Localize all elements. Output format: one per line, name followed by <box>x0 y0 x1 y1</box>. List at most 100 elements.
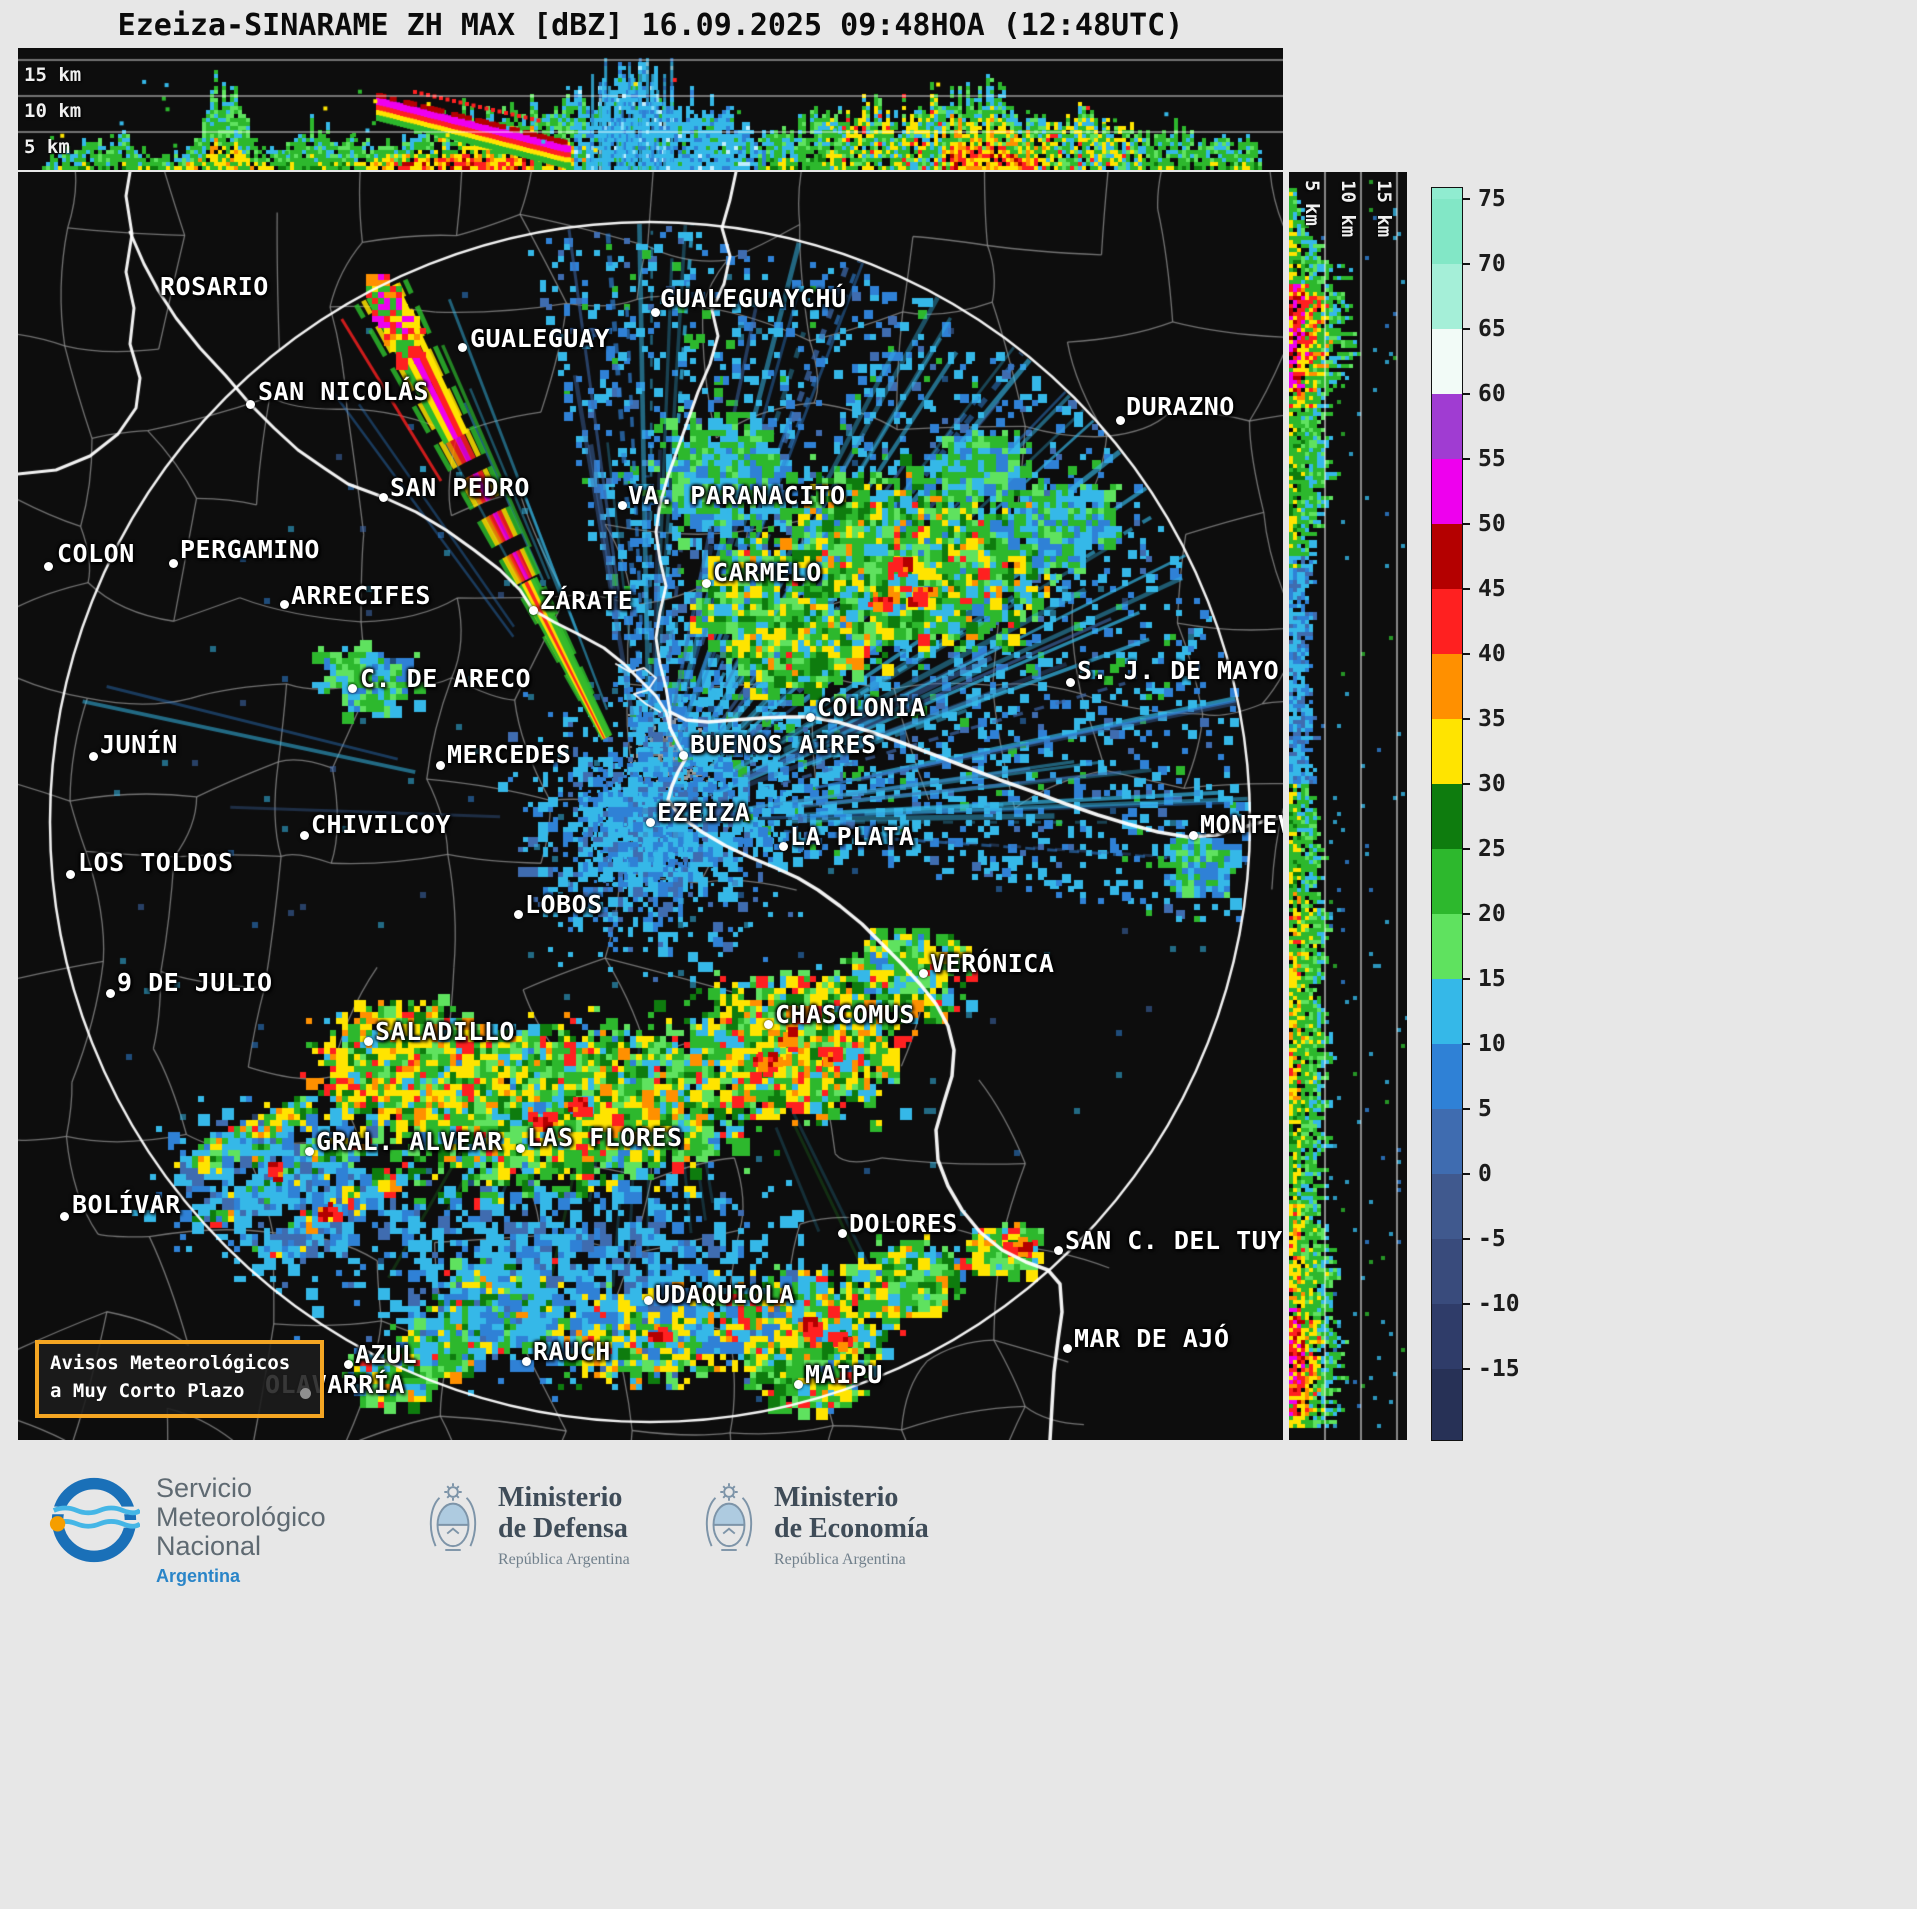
altitude-label: 15 km <box>24 64 82 86</box>
colorbar: 75 70 65 60 55 50 45 40 35 30 25 20 15 10 5 0 -5 -10 -15 <box>1431 186 1552 1441</box>
alert-banner[interactable]: Avisos Meteorológicos a Muy Corto Plazo <box>35 1340 325 1419</box>
colorbar-tick-mark <box>1462 328 1470 330</box>
colorbar-tick-label: 15 <box>1478 966 1506 992</box>
alert-status-dot <box>300 1388 312 1400</box>
colorbar-tick-mark <box>1462 1173 1470 1175</box>
colorbar-segment <box>1432 1174 1462 1239</box>
city-label-lobos: LOBOS <box>525 890 603 919</box>
colorbar-segment <box>1432 1369 1462 1440</box>
city-dot <box>280 600 289 609</box>
city-label-las-flores: LAS FLORES <box>527 1123 683 1152</box>
cross-section-vertical-panel: 5 km 10 km 15 km <box>1289 172 1407 1440</box>
city-label-gualeguaych-: GUALEGUAYCHÚ <box>660 284 847 313</box>
colorbar-tick-label: 0 <box>1478 1161 1492 1187</box>
colorbar-segment <box>1432 188 1462 199</box>
colorbar-segment <box>1432 264 1462 329</box>
colorbar-tick-mark <box>1462 783 1470 785</box>
smn-name-line1: Servicio <box>156 1473 253 1503</box>
city-label-mercedes: MERCEDES <box>447 740 572 769</box>
colorbar-tick-mark <box>1462 198 1470 200</box>
smn-name-line3: Nacional <box>156 1531 262 1562</box>
colorbar-tick-label: -15 <box>1478 1356 1520 1382</box>
colorbar-tick-mark <box>1462 1043 1470 1045</box>
city-dot <box>806 713 815 722</box>
ministry-economia-block: Ministerio de Economía República Argenti… <box>700 1482 929 1569</box>
city-label-los-toldos: LOS TOLDOS <box>78 848 234 877</box>
city-label-carmelo: CARMELO <box>713 558 822 587</box>
city-dot <box>344 1360 353 1369</box>
city-label-udaquiola: UDAQUIOLA <box>655 1280 795 1309</box>
page-title: Ezeiza-SINARAME ZH MAX [dBZ] 16.09.2025 … <box>117 8 1184 43</box>
city-dot <box>44 562 53 571</box>
city-label-san-pedro: SAN PEDRO <box>390 473 530 502</box>
city-label-jun-n: JUNÍN <box>100 730 178 759</box>
colorbar-tick-mark <box>1462 978 1470 980</box>
economia-ministry: Ministerio <box>774 1482 899 1513</box>
colorbar-segment <box>1432 719 1462 784</box>
radar-map-panel: ROSARIO GUALEGUAYCHÚ GUALEGUAY SAN NICOLÁS D… <box>18 172 1283 1440</box>
defensa-sub: República Argentina <box>498 1550 630 1568</box>
city-dot <box>516 1144 525 1153</box>
colorbar-tick-mark <box>1462 848 1470 850</box>
city-dot <box>764 1020 773 1029</box>
altitude-label: 15 km <box>1373 180 1395 238</box>
colorbar-segment <box>1432 979 1462 1044</box>
defensa-ministry: Ministerio <box>498 1482 623 1513</box>
city-dot <box>646 818 655 827</box>
colorbar-tick-mark <box>1462 653 1470 655</box>
colorbar-tick-label: 5 <box>1478 1096 1492 1122</box>
city-dot <box>644 1296 653 1305</box>
city-label-montevideo: MONTEVIDEO <box>1200 810 1283 839</box>
colorbar-tick-label: 25 <box>1478 836 1506 862</box>
colorbar-scale <box>1431 187 1463 1441</box>
colorbar-tick-mark <box>1462 1108 1470 1110</box>
colorbar-segment <box>1432 589 1462 654</box>
colorbar-segment <box>1432 394 1462 459</box>
city-dot <box>169 559 178 568</box>
city-dot <box>794 1380 803 1389</box>
economia-dept: de Economía <box>774 1513 929 1545</box>
cross-section-vertical-canvas <box>1289 172 1407 1440</box>
city-label-azul: AZUL <box>355 1340 418 1369</box>
city-label-dolores: DOLORES <box>849 1209 958 1238</box>
colorbar-tick-mark <box>1462 718 1470 720</box>
altitude-label: 5 km <box>24 136 70 158</box>
colorbar-tick-mark <box>1462 458 1470 460</box>
city-label-va-paranacito: VA. PARANACITO <box>628 481 846 510</box>
city-label-rosario: ROSARIO <box>160 272 269 301</box>
colorbar-tick-label: 55 <box>1478 446 1506 472</box>
city-label-colon: COLON <box>57 539 135 568</box>
colorbar-tick-mark <box>1462 1368 1470 1370</box>
city-dot <box>1063 1344 1072 1353</box>
colorbar-tick-label: -5 <box>1478 1226 1506 1252</box>
colorbar-segment <box>1432 784 1462 849</box>
smn-logo-block: Servicio Meteorológico Nacional Argentin… <box>48 1473 326 1587</box>
city-dot <box>529 606 538 615</box>
altitude-label: 5 km <box>1301 180 1323 226</box>
city-label-san-nicol-s: SAN NICOLÁS <box>258 377 430 406</box>
city-label-z-rate: ZÁRATE <box>540 586 634 615</box>
defensa-dept: de Defensa <box>498 1513 628 1545</box>
altitude-label: 10 km <box>24 100 82 122</box>
city-dot <box>106 989 115 998</box>
colorbar-tick-mark <box>1462 393 1470 395</box>
colorbar-segment <box>1432 914 1462 979</box>
alert-line1: Avisos Meteorológicos <box>50 1352 291 1374</box>
colorbar-tick-label: 70 <box>1478 251 1506 277</box>
colorbar-tick-label: 40 <box>1478 641 1506 667</box>
alert-line2: a Muy Corto Plazo <box>50 1379 245 1402</box>
city-dot <box>618 501 627 510</box>
city-dot <box>436 761 445 770</box>
colorbar-tick-mark <box>1462 1238 1470 1240</box>
city-dot <box>1189 831 1198 840</box>
colorbar-tick-mark <box>1462 913 1470 915</box>
colorbar-tick-label: -10 <box>1478 1291 1520 1317</box>
colorbar-tick-label: 45 <box>1478 576 1506 602</box>
colorbar-segment <box>1432 849 1462 914</box>
coat-of-arms-economia-icon <box>705 1483 753 1551</box>
colorbar-tick-label: 60 <box>1478 381 1506 407</box>
colorbar-tick-label: 30 <box>1478 771 1506 797</box>
colorbar-tick-mark <box>1462 263 1470 265</box>
colorbar-segment <box>1432 329 1462 394</box>
